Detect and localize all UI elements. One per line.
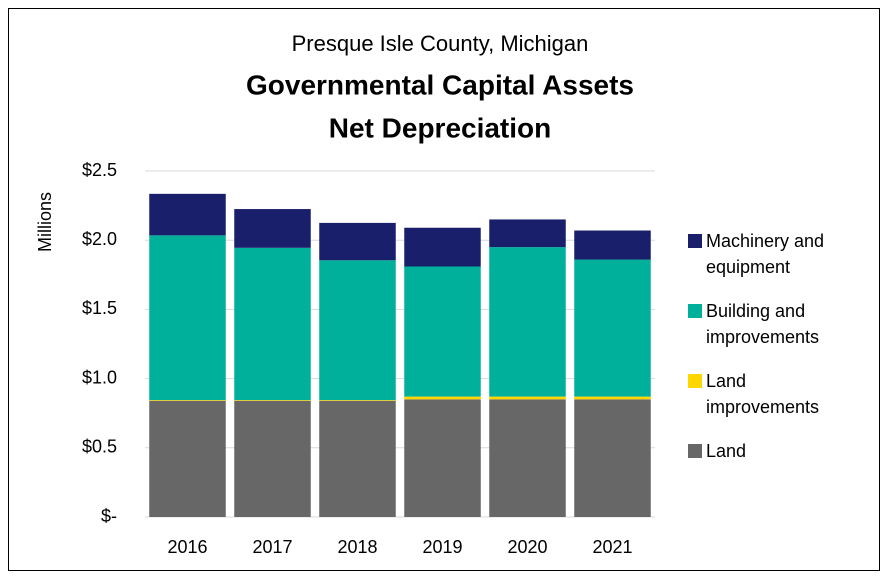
bar-segment [404,396,481,400]
bar-segment [489,399,566,517]
legend-label: Building and improvements [706,301,820,347]
legend-swatch [688,374,702,388]
x-tick-label: 2019 [422,537,462,557]
legend-label: Machinery and equipment [706,231,825,277]
y-tick-label: $1.0 [82,367,117,387]
bar-segment [319,400,396,401]
bar-segment [149,193,226,236]
x-tick-label: 2020 [507,537,547,557]
bar-segment [404,227,481,267]
bar-segment [489,219,566,248]
bar-segment [489,247,566,397]
bar-segment [404,266,481,397]
bar-segment [149,235,226,401]
bar-segment [404,399,481,517]
legend-label: Land improvements [706,371,820,417]
bar-segment [489,396,566,400]
legend-item: Land improvements [688,368,878,420]
bar-segment [149,400,226,401]
bar-segment [574,396,651,400]
bar-segment [574,230,651,260]
y-tick-label: $2.5 [82,160,117,180]
legend-item: Machinery and equipment [688,228,878,280]
bar-segment [234,247,311,401]
y-tick-label: $2.0 [82,229,117,249]
legend-swatch [688,234,702,248]
legend-item: Land [688,438,878,464]
y-axis-label: Millions [35,192,55,252]
legend-swatch [688,304,702,318]
bar-segment [319,400,396,517]
y-tick-label: $1.5 [82,298,117,318]
legend-label: Land [706,441,747,461]
border [8,8,880,571]
bar-segment [574,259,651,397]
y-tick-label: $0.5 [82,437,117,457]
x-tick-label: 2021 [592,537,632,557]
legend-swatch [688,444,702,458]
bar-segment [234,400,311,401]
bar-segment [234,400,311,517]
bar-segment [234,209,311,248]
x-tick-label: 2017 [252,537,292,557]
y-tick-label: $- [101,506,117,526]
bar-segment [319,222,396,261]
legend: Machinery and equipment Building and impr… [688,228,878,482]
bar-segment [319,260,396,401]
bar-segment [574,399,651,517]
chart-title: Governmental Capital Assets [246,69,634,100]
x-tick-label: 2018 [337,537,377,557]
bar-segment [149,400,226,517]
chart-subtitle: Presque Isle County, Michigan [292,31,589,56]
x-tick-label: 2016 [167,537,207,557]
legend-item: Building and improvements [688,298,878,350]
chart-title: Net Depreciation [329,112,552,143]
